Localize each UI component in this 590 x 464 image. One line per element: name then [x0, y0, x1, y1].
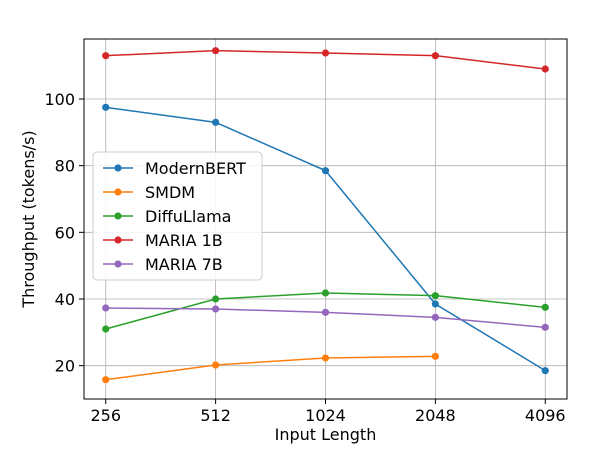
data-point	[321, 167, 330, 175]
data-point	[431, 300, 439, 308]
y-axis-label: Throughput (tokens/s)	[19, 130, 38, 308]
data-point	[212, 361, 220, 369]
legend-swatch-marker	[114, 260, 122, 268]
series-smdm	[102, 352, 439, 384]
data-point	[321, 289, 330, 297]
data-point	[431, 313, 439, 321]
x-tick-label: 2048	[415, 406, 456, 425]
y-tick-label: 100	[44, 90, 75, 109]
data-point	[212, 305, 220, 313]
y-tick-label: 40	[55, 290, 75, 309]
legend-item: ModernBERT	[103, 159, 246, 178]
legend-item: MARIA 1B	[103, 231, 223, 250]
legend-swatch-marker	[114, 188, 122, 196]
legend-swatch-marker	[114, 164, 122, 172]
x-tick-label: 256	[90, 406, 121, 425]
data-point	[212, 47, 220, 55]
x-tick-label: 512	[200, 406, 231, 425]
legend-swatch-marker	[114, 212, 122, 220]
data-point	[431, 292, 439, 300]
ticks: 20 40 60 80 100 256 512 1024 2048 4096	[44, 90, 565, 425]
data-point	[212, 118, 220, 126]
data-point	[321, 354, 330, 362]
legend-label: MARIA 7B	[145, 255, 223, 274]
x-tick-label: 1024	[305, 406, 346, 425]
data-point	[541, 303, 549, 311]
y-tick-label: 20	[55, 357, 75, 376]
legend-swatch-marker	[114, 236, 122, 244]
legend-label: ModernBERT	[145, 159, 246, 178]
data-point	[102, 103, 110, 111]
series-lines	[102, 47, 549, 384]
data-point	[102, 376, 110, 384]
data-point	[431, 352, 439, 360]
legend-box	[92, 151, 263, 281]
data-point	[102, 52, 110, 60]
legend-label: SMDM	[145, 183, 195, 202]
legend-item: MARIA 7B	[103, 255, 223, 274]
legend-label: DiffuLlama	[145, 207, 231, 226]
data-point	[102, 304, 110, 312]
data-point	[431, 52, 439, 60]
legend: ModernBERT SMDM DiffuLlama MARIA 1B MARIA 7B	[92, 151, 263, 281]
x-axis-label: Input Length	[275, 425, 377, 444]
data-point	[102, 325, 110, 333]
data-point	[541, 65, 549, 73]
legend-label: MARIA 1B	[145, 231, 223, 250]
data-point	[321, 49, 330, 57]
series-maria-1b	[102, 47, 549, 73]
data-point	[541, 367, 549, 375]
y-tick-label: 60	[55, 223, 75, 242]
y-tick-label: 80	[55, 157, 75, 176]
data-point	[321, 308, 330, 316]
series-line	[105, 355, 436, 381]
x-tick-label: 4096	[525, 406, 566, 425]
data-point	[212, 295, 220, 303]
series-maria-7b	[102, 304, 549, 331]
legend-item: DiffuLlama	[103, 207, 231, 226]
data-point	[541, 323, 549, 331]
legend-item: SMDM	[103, 183, 195, 202]
series-modernbert	[102, 103, 549, 375]
